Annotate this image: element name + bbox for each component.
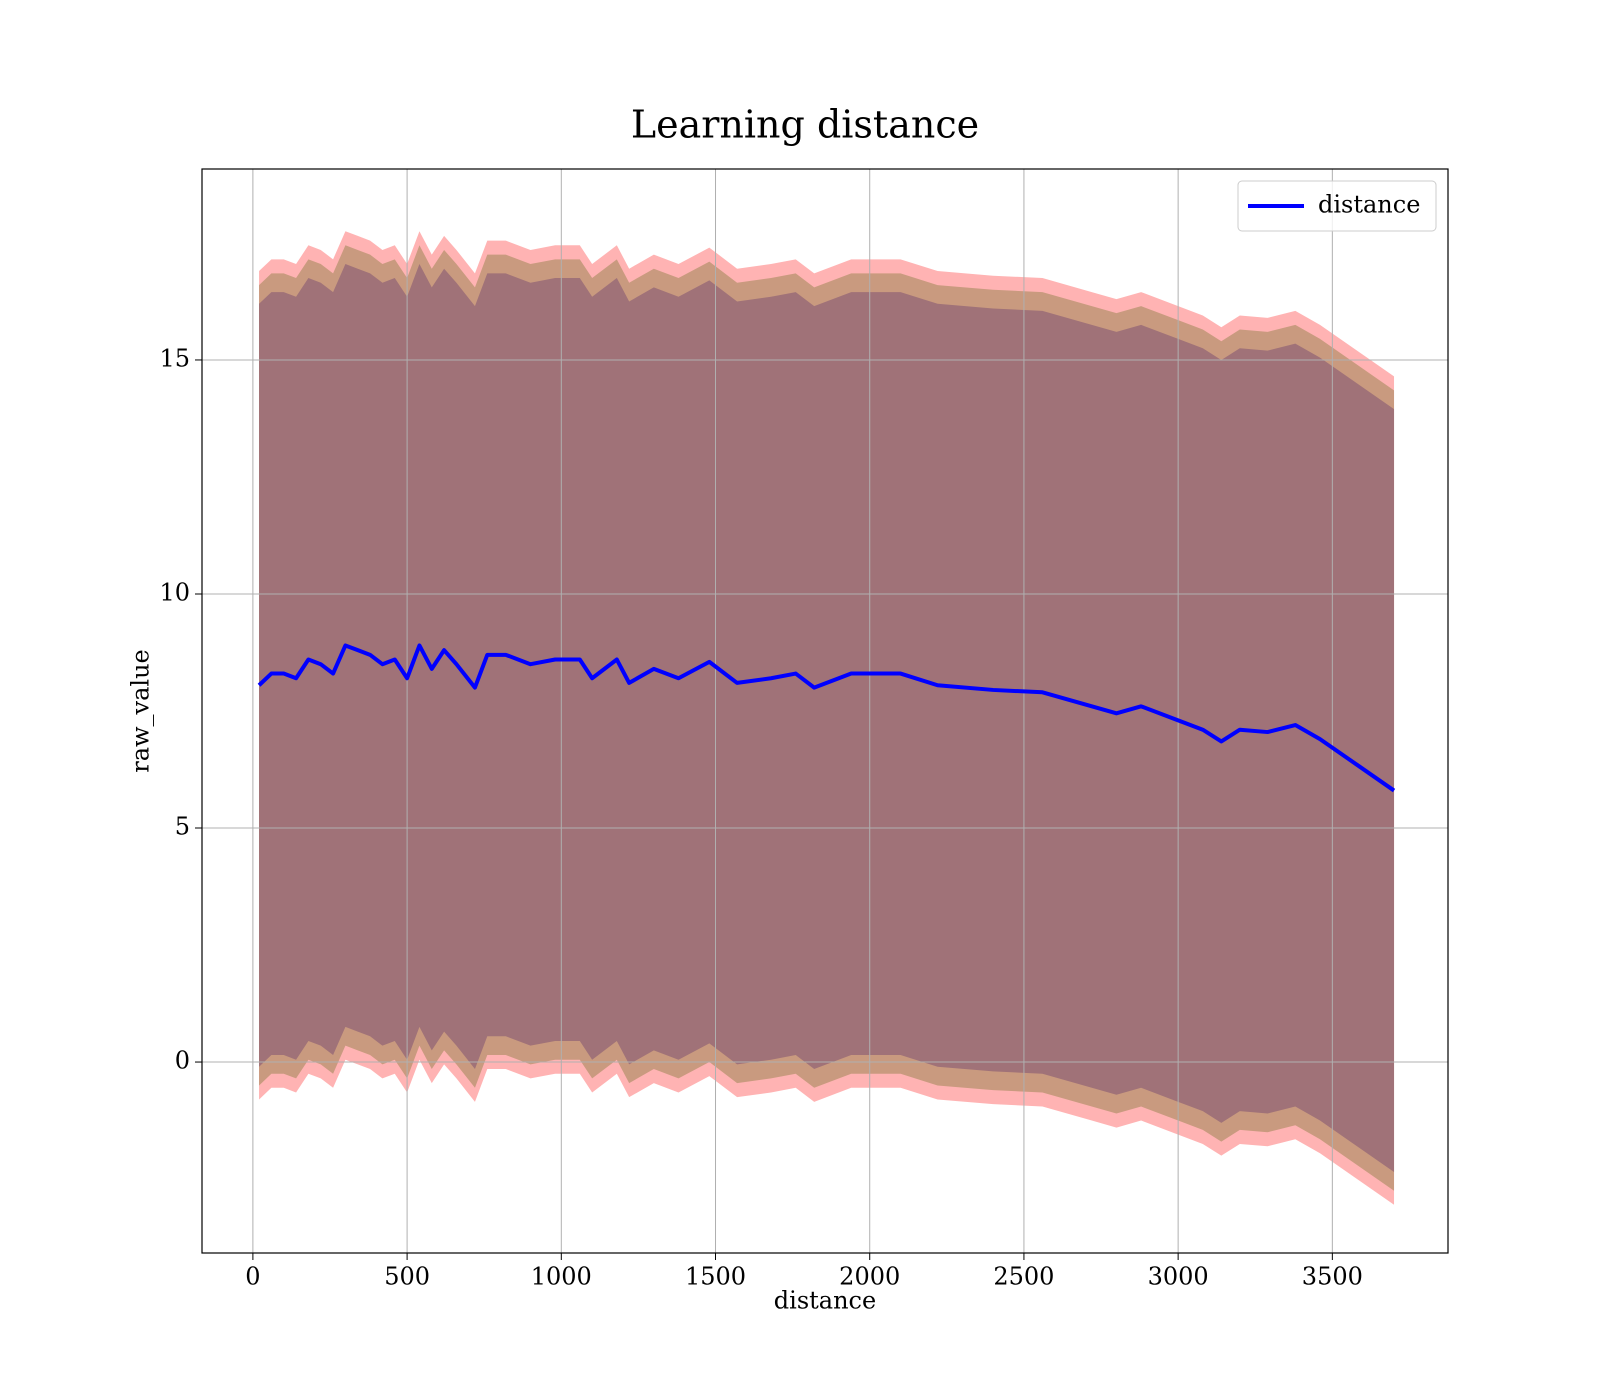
y-axis-label: raw_value: [127, 649, 155, 773]
chart-title: Learning distance: [631, 103, 979, 147]
plot-frame: [201, 168, 1449, 1254]
x-tick-label: 2500: [993, 1263, 1054, 1291]
x-tick-label: 3500: [1302, 1263, 1363, 1291]
x-tick-label: 3000: [1148, 1263, 1209, 1291]
y-tick-label: 10: [159, 578, 190, 606]
y-tick-label: 15: [159, 344, 190, 372]
x-tick-label: 500: [384, 1263, 430, 1291]
y-tick-label: 5: [175, 813, 190, 841]
line: [257, 643, 1396, 793]
band: [259, 264, 1395, 1173]
x-axis-label: distance: [774, 1287, 876, 1315]
x-tick-label: 1500: [685, 1263, 746, 1291]
x-tick-label: 2000: [839, 1263, 900, 1291]
legend-label: distance: [1318, 191, 1420, 219]
x-tick-label: 0: [245, 1263, 260, 1291]
legend: distance: [1237, 180, 1437, 232]
y-tick-label: 0: [175, 1047, 190, 1075]
x-tick-label: 1000: [531, 1263, 592, 1291]
legend-frame: [1237, 180, 1437, 232]
